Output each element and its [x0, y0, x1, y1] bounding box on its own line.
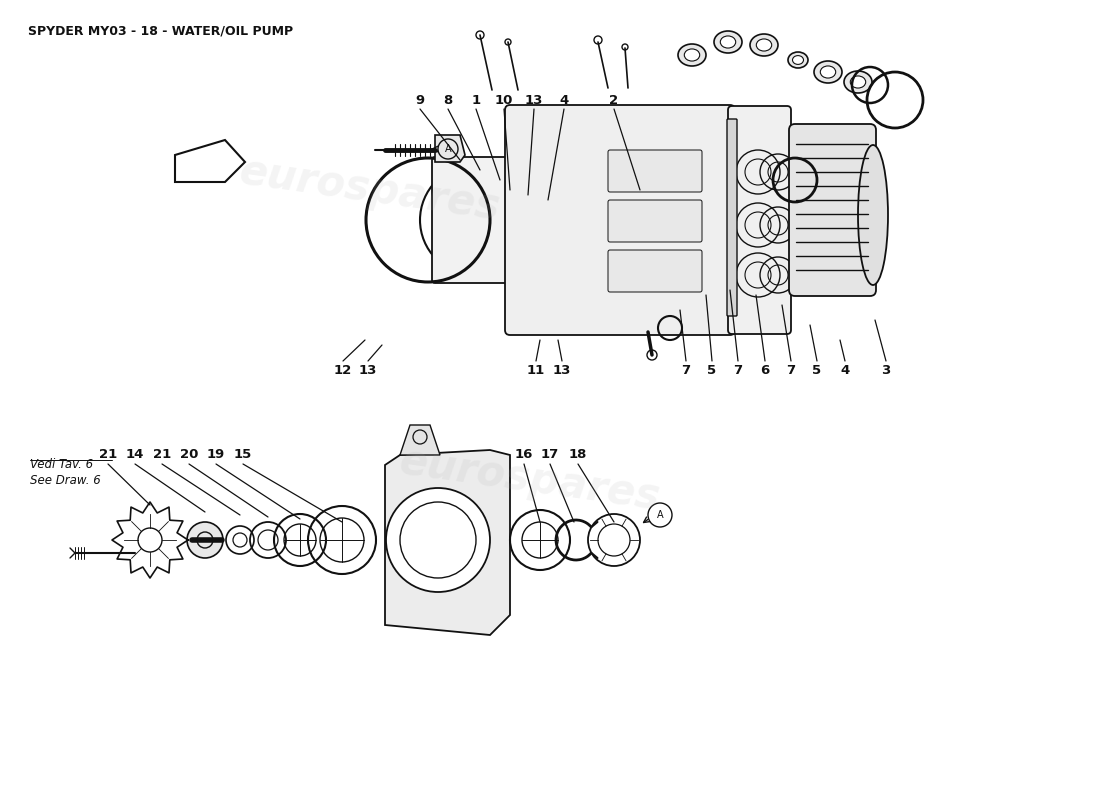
Ellipse shape [714, 31, 742, 53]
Text: 7: 7 [681, 363, 691, 377]
Ellipse shape [850, 76, 866, 88]
Text: 2: 2 [609, 94, 618, 106]
Text: 4: 4 [560, 94, 569, 106]
Text: A: A [444, 144, 451, 154]
Ellipse shape [720, 36, 736, 48]
Ellipse shape [684, 49, 700, 61]
Polygon shape [400, 425, 440, 455]
FancyBboxPatch shape [608, 250, 702, 292]
Text: 17: 17 [541, 449, 559, 462]
Text: 8: 8 [443, 94, 452, 106]
FancyBboxPatch shape [608, 200, 702, 242]
Text: 9: 9 [416, 94, 425, 106]
Text: 6: 6 [760, 363, 770, 377]
Ellipse shape [757, 39, 772, 51]
Text: 21: 21 [153, 449, 172, 462]
Ellipse shape [678, 44, 706, 66]
FancyBboxPatch shape [728, 106, 791, 334]
Ellipse shape [750, 34, 778, 56]
Ellipse shape [792, 56, 803, 64]
Text: Vedi Tav. 6: Vedi Tav. 6 [30, 458, 94, 471]
Ellipse shape [858, 145, 888, 285]
Text: SPYDER MY03 - 18 - WATER/OIL PUMP: SPYDER MY03 - 18 - WATER/OIL PUMP [28, 25, 293, 38]
Text: 5: 5 [707, 363, 716, 377]
Text: 3: 3 [881, 363, 891, 377]
Text: 11: 11 [527, 363, 546, 377]
Text: See Draw. 6: See Draw. 6 [30, 474, 101, 487]
FancyBboxPatch shape [432, 157, 518, 283]
Text: 21: 21 [99, 449, 117, 462]
Text: 7: 7 [786, 363, 795, 377]
Ellipse shape [814, 61, 842, 83]
Text: 13: 13 [525, 94, 543, 106]
Ellipse shape [788, 52, 808, 68]
Text: eurospares: eurospares [236, 151, 503, 229]
Text: 13: 13 [553, 363, 571, 377]
Circle shape [386, 488, 490, 592]
FancyBboxPatch shape [608, 150, 702, 192]
Text: 7: 7 [734, 363, 742, 377]
FancyBboxPatch shape [789, 124, 876, 296]
Text: 12: 12 [334, 363, 352, 377]
Text: 13: 13 [359, 363, 377, 377]
Text: 16: 16 [515, 449, 534, 462]
Polygon shape [434, 135, 465, 162]
Text: eurospares: eurospares [397, 441, 663, 519]
Text: 4: 4 [840, 363, 849, 377]
Text: 18: 18 [569, 449, 587, 462]
Text: A: A [657, 510, 663, 520]
Ellipse shape [821, 66, 836, 78]
Text: 5: 5 [813, 363, 822, 377]
Text: 19: 19 [207, 449, 226, 462]
Text: 14: 14 [125, 449, 144, 462]
FancyBboxPatch shape [727, 119, 737, 316]
Text: 10: 10 [495, 94, 514, 106]
FancyBboxPatch shape [505, 105, 735, 335]
Ellipse shape [844, 71, 872, 93]
Circle shape [187, 522, 223, 558]
Polygon shape [385, 450, 510, 635]
Text: 1: 1 [472, 94, 481, 106]
Text: 20: 20 [179, 449, 198, 462]
Text: 15: 15 [234, 449, 252, 462]
